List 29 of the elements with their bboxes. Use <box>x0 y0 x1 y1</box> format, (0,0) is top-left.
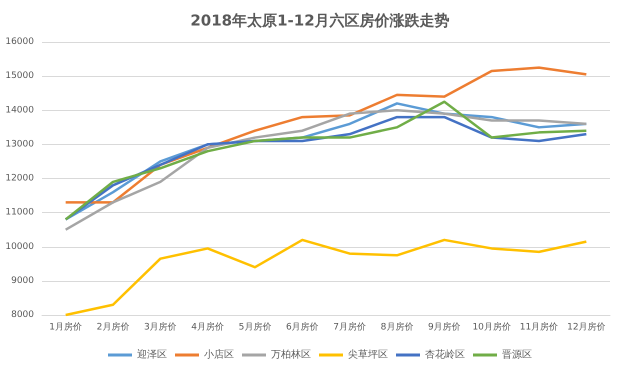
x-tick-label: 1月房价 <box>49 322 82 332</box>
y-tick-label: 9000 <box>11 276 34 286</box>
x-tick-label: 5月房价 <box>238 322 272 332</box>
x-tick-label: 2月房价 <box>96 322 130 332</box>
x-tick-label: 11月房价 <box>520 322 558 332</box>
y-tick-label: 10000 <box>5 242 34 252</box>
x-tick-label: 6月房价 <box>286 322 319 332</box>
x-tick-label: 4月房价 <box>191 322 224 332</box>
y-tick-label: 15000 <box>5 71 34 82</box>
y-tick-label: 12000 <box>5 174 34 184</box>
chart-title: 2018年太原1-12月六区房价涨跌走势 <box>190 12 450 30</box>
y-tick-label: 16000 <box>5 37 34 47</box>
y-tick-label: 8000 <box>11 310 34 320</box>
x-tick-label: 7月房价 <box>333 322 366 332</box>
legend-label: 万柏林区 <box>271 348 311 360</box>
legend-label: 杏花岭区 <box>425 348 465 360</box>
y-tick-label: 14000 <box>5 105 34 116</box>
x-tick-label: 12月房价 <box>567 322 606 332</box>
y-tick-label: 13000 <box>5 139 34 150</box>
legend-label: 小店区 <box>204 348 234 360</box>
legend-label: 尖草坪区 <box>348 348 388 360</box>
x-tick-label: 8月房价 <box>380 322 414 332</box>
x-tick-label: 10月房价 <box>472 322 511 332</box>
legend-label: 迎泽区 <box>137 348 167 360</box>
line-series <box>64 238 588 316</box>
x-tick-label: 3月房价 <box>144 322 177 332</box>
x-tick-label: 9月房价 <box>428 322 461 332</box>
legend-label: 晋源区 <box>502 348 532 360</box>
y-tick-label: 11000 <box>5 208 34 218</box>
